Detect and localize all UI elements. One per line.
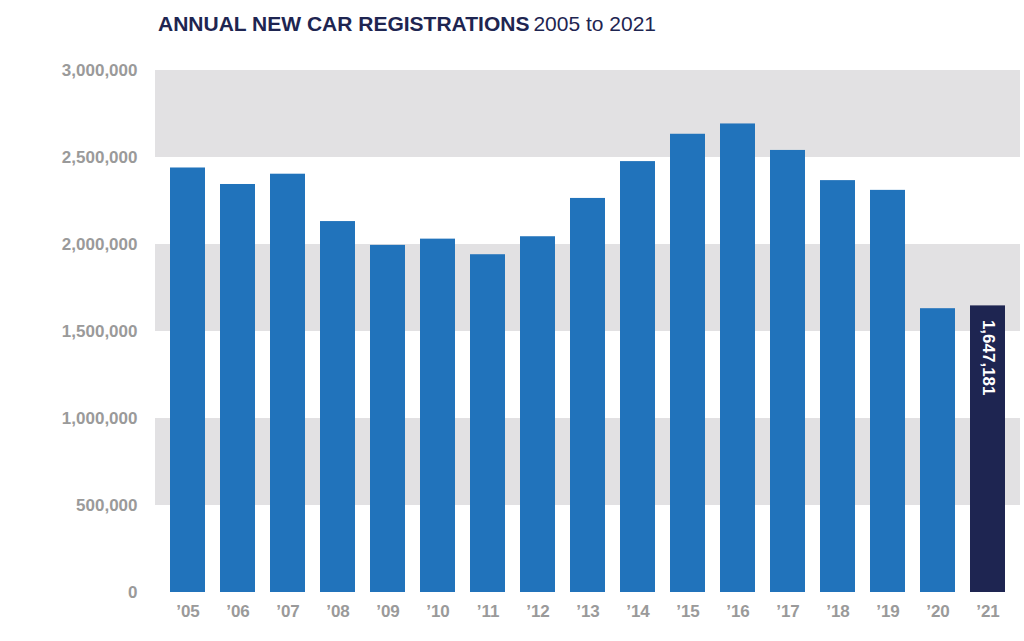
svg-text:’21: ’21 <box>976 602 1000 621</box>
svg-text:’07: ’07 <box>276 602 300 621</box>
svg-text:’16: ’16 <box>726 602 750 621</box>
svg-text:’10: ’10 <box>426 602 450 621</box>
svg-text:’05: ’05 <box>176 602 200 621</box>
svg-text:2,500,000: 2,500,000 <box>62 148 138 167</box>
svg-text:2,000,000: 2,000,000 <box>62 235 138 254</box>
svg-text:’17: ’17 <box>776 602 800 621</box>
svg-text:’11: ’11 <box>477 602 500 621</box>
svg-text:’09: ’09 <box>376 602 400 621</box>
svg-text:1,500,000: 1,500,000 <box>62 322 138 341</box>
svg-text:’20: ’20 <box>926 602 950 621</box>
svg-text:’13: ’13 <box>576 602 600 621</box>
svg-text:1,647,181: 1,647,181 <box>979 320 998 396</box>
svg-text:3,000,000: 3,000,000 <box>62 61 138 80</box>
svg-text:0: 0 <box>128 583 137 602</box>
svg-text:’14: ’14 <box>626 602 650 621</box>
svg-text:’12: ’12 <box>526 602 550 621</box>
html-text:ANNUAL NEW CAR REGISTRATIONS 2: ANNUAL NEW CAR REGISTRATIONS 2005 to 202… <box>158 12 656 35</box>
svg-text:’19: ’19 <box>876 602 900 621</box>
svg-text:’08: ’08 <box>326 602 350 621</box>
svg-text:1,000,000: 1,000,000 <box>62 409 138 428</box>
svg-text:’15: ’15 <box>676 602 700 621</box>
svg-text:’06: ’06 <box>226 602 250 621</box>
svg-text:’18: ’18 <box>826 602 850 621</box>
svg-text:500,000: 500,000 <box>76 496 137 515</box>
